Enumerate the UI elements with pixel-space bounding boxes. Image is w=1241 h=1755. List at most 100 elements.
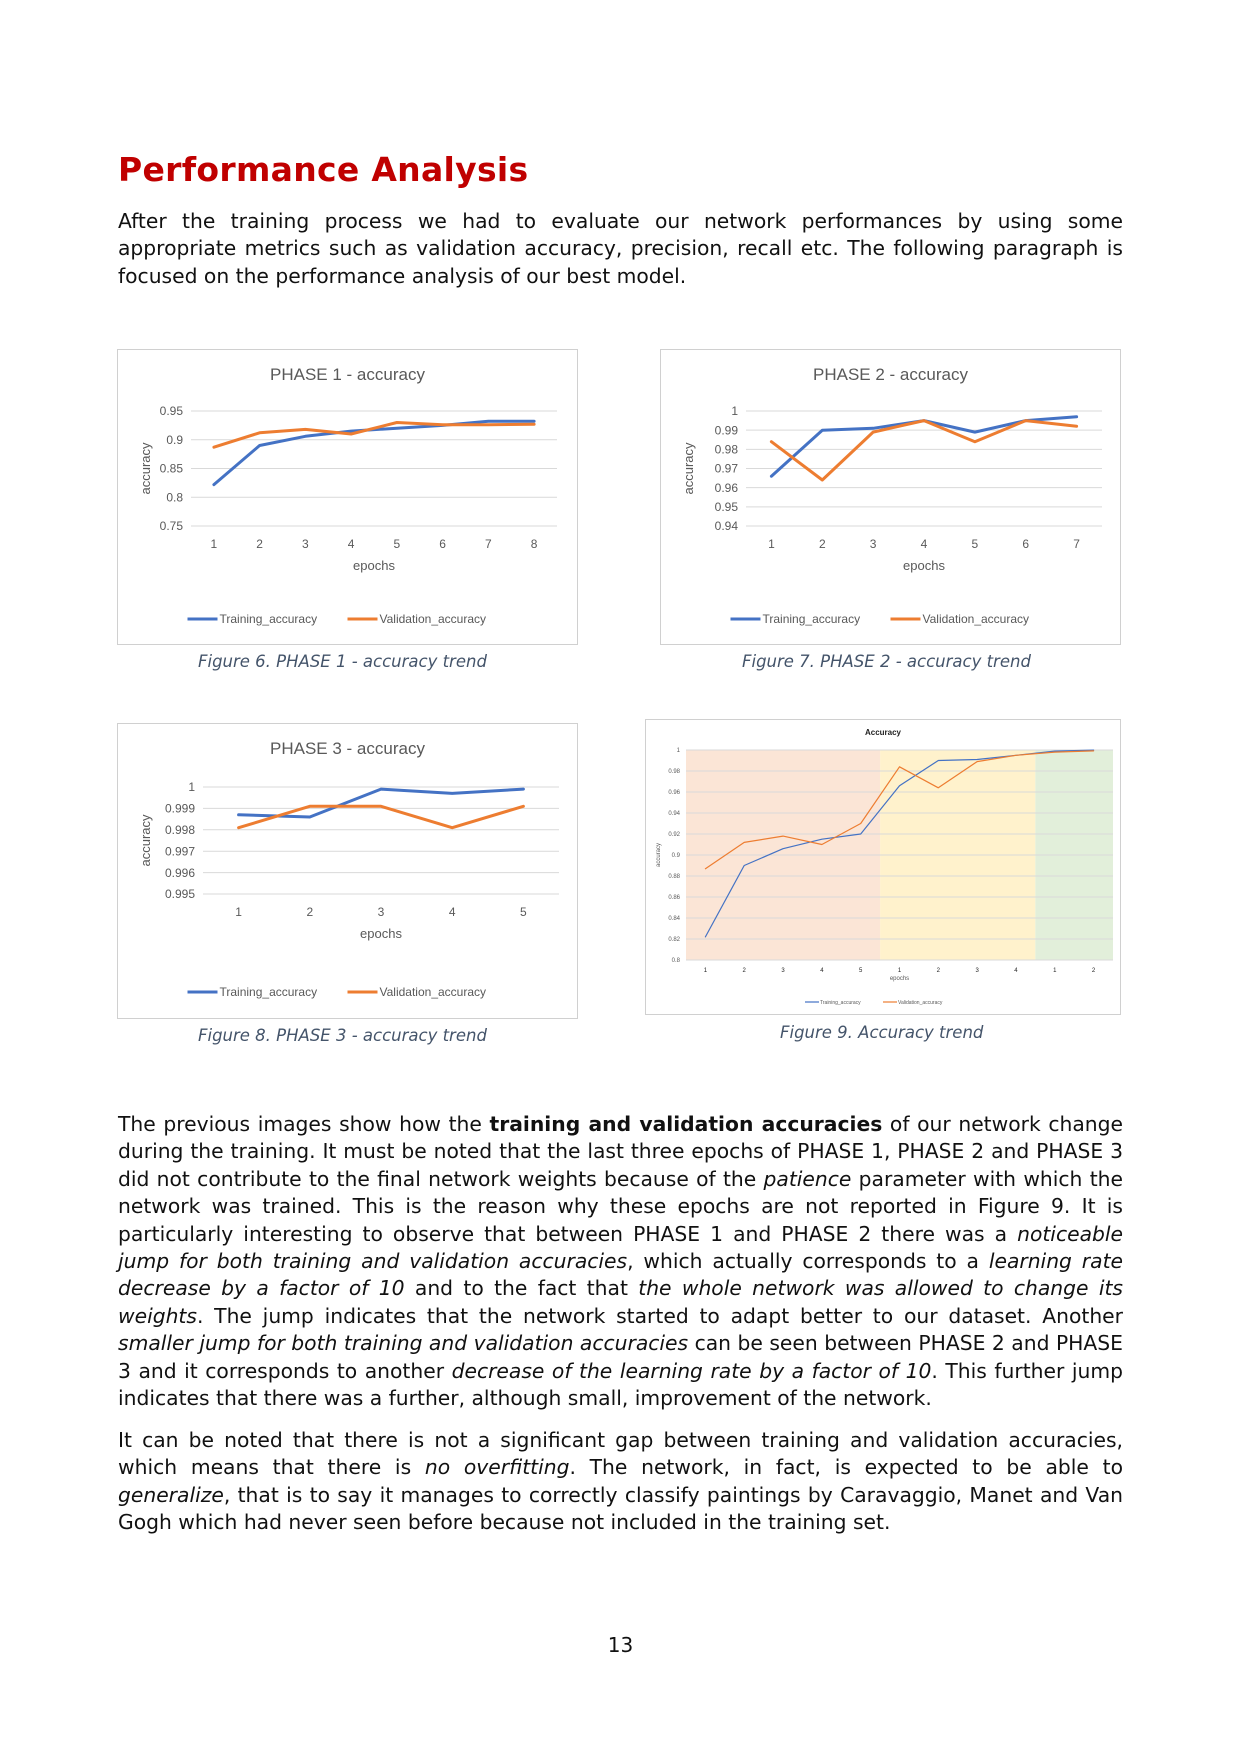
- legend-label: Validation_accuracy: [898, 1000, 943, 1006]
- y-tick-label: 0.88: [668, 874, 680, 880]
- bold-phrase: training and validation accuracies: [489, 1112, 883, 1136]
- y-tick-label: 0.94: [668, 811, 680, 817]
- x-tick-label: 2: [937, 968, 941, 974]
- chart-title: PHASE 1 - accuracy: [270, 365, 425, 384]
- legend-label: Validation_accuracy: [923, 612, 1030, 626]
- y-axis-label: accuracy: [138, 442, 153, 495]
- y-tick-label: 0.8: [672, 958, 681, 964]
- validation-accuracy-line: [237, 804, 525, 830]
- italic-phrase: no overfitting: [424, 1455, 570, 1480]
- italic-phrase: learning rate decrease by a factor of 10: [118, 1249, 1123, 1301]
- y-tick-label: 0.96: [668, 790, 680, 796]
- y-tick-label: 0.95: [715, 500, 739, 514]
- italic-phrase: patience: [763, 1166, 852, 1191]
- chart-phase2: PHASE 2 - accuracy 0.94 0.95 0.96 0.97 0.98 0.…: [660, 349, 1121, 645]
- figure-9-caption: Figure 9. Accuracy trend: [780, 1023, 984, 1042]
- y-tick-label: 0.82: [668, 937, 680, 943]
- x-tick-label: 5: [520, 905, 527, 919]
- italic-phrase: decrease of the learning rate by a facto…: [451, 1358, 932, 1383]
- text-run: . The network, in fact, is expected to b…: [569, 1455, 1123, 1480]
- y-tick-label: 0.9: [672, 853, 681, 859]
- text-run: . The jump indicates that the network st…: [196, 1303, 1123, 1328]
- text-run: parameter with which the network was tra…: [118, 1166, 1123, 1246]
- x-tick-label: 3: [975, 968, 979, 974]
- chart-phase1: PHASE 1 - accuracy 0.75 0.8 0.85 0.9 0.95 1 2 3 4…: [117, 349, 578, 645]
- y-tick-label: 0.84: [668, 916, 680, 922]
- y-tick-label: 0.8: [166, 490, 183, 504]
- training-accuracy-line: [212, 419, 536, 487]
- x-tick-label: 1: [704, 968, 708, 974]
- x-tick-label: 6: [1022, 537, 1029, 551]
- text-run: It can be noted that there is not a sign…: [118, 1428, 1123, 1480]
- validation-accuracy-line: [212, 421, 536, 449]
- x-tick-label: 5: [394, 537, 401, 551]
- y-tick-label: 0.995: [165, 887, 195, 901]
- legend-label: Training_accuracy: [820, 1000, 861, 1006]
- figure-6-caption: Figure 6. PHASE 1 - accuracy trend: [198, 652, 487, 671]
- x-tick-label: 4: [1014, 968, 1018, 974]
- x-tick-label: 2: [819, 537, 826, 551]
- y-tick-label: 0.996: [165, 866, 195, 880]
- chart-accuracy-all: Accuracy 0.8 0.82 0.84 0.86 0.88 0.9 0.92 0.94 0.…: [645, 719, 1121, 1015]
- italic-phrase: the whole network was allowed to change …: [118, 1276, 1123, 1328]
- y-tick-label: 0.997: [165, 844, 195, 858]
- y-tick-label: 0.95: [160, 404, 184, 418]
- body-paragraph-1: The previous images show how the trainin…: [118, 1111, 1123, 1412]
- y-tick-label: 0.9: [166, 433, 183, 447]
- x-tick-label: 4: [820, 968, 824, 974]
- y-tick-label: 0.99: [715, 423, 739, 437]
- chart-phase1-svg: PHASE 1 - accuracy 0.75 0.8 0.85 0.9 0.95 1 2 3 4…: [138, 365, 557, 626]
- y-tick-label: 0.85: [160, 462, 184, 476]
- text-run: , which actually corresponds to a: [627, 1249, 989, 1274]
- x-tick-label: 1: [235, 905, 242, 919]
- text-run: The previous images show how the: [118, 1112, 490, 1136]
- y-axis-label: accuracy: [138, 814, 153, 867]
- y-axis-label: accuracy: [656, 843, 662, 867]
- text-run: can be seen between PHASE 2 and PHASE 3 …: [118, 1331, 1123, 1383]
- chart-title: PHASE 3 - accuracy: [270, 739, 425, 758]
- x-tick-label: 5: [859, 968, 863, 974]
- x-tick-label: 7: [1073, 537, 1080, 551]
- x-tick-label: 1: [1053, 968, 1057, 974]
- legend-label: Training_accuracy: [763, 612, 861, 626]
- x-axis-label: epochs: [360, 926, 402, 941]
- italic-phrase: generalize: [118, 1482, 224, 1507]
- x-tick-label: 7: [485, 537, 492, 551]
- x-tick-label: 4: [348, 537, 355, 551]
- legend-label: Training_accuracy: [220, 985, 318, 999]
- chart-title: PHASE 2 - accuracy: [813, 365, 968, 384]
- x-tick-label: 2: [256, 537, 263, 551]
- x-tick-label: 1: [768, 537, 775, 551]
- text-run: , that is to say it manages to correctly…: [118, 1482, 1123, 1535]
- x-tick-label: 4: [449, 905, 456, 919]
- x-tick-label: 2: [743, 968, 747, 974]
- intro-paragraph: After the training process we had to eva…: [118, 209, 1123, 288]
- y-tick-label: 1: [677, 748, 681, 754]
- y-tick-label: 1: [731, 404, 738, 418]
- x-tick-label: 2: [306, 905, 313, 919]
- legend-label: Validation_accuracy: [380, 985, 487, 999]
- legend-label: Validation_accuracy: [380, 612, 487, 626]
- x-axis-label: epochs: [903, 558, 945, 573]
- y-tick-label: 0.92: [668, 832, 680, 838]
- y-tick-label: 0.98: [715, 443, 739, 457]
- y-tick-label: 0.75: [160, 519, 184, 533]
- x-tick-label: 8: [531, 537, 538, 551]
- y-axis-label: accuracy: [681, 442, 696, 495]
- y-tick-label: 0.98: [668, 769, 680, 775]
- x-tick-label: 2: [1092, 968, 1096, 974]
- y-tick-label: 0.86: [668, 895, 680, 901]
- y-tick-label: 0.97: [715, 462, 739, 476]
- x-tick-label: 4: [921, 537, 928, 551]
- x-axis-label: epochs: [353, 558, 395, 573]
- x-tick-label: 1: [211, 537, 218, 551]
- italic-phrase: smaller jump for both training and valid…: [118, 1331, 689, 1356]
- x-axis-label: epochs: [890, 976, 909, 982]
- training-accuracy-line: [769, 415, 1079, 478]
- chart-phase3-svg: PHASE 3 - accuracy 0.995 0.996 0.997 0.998 0.…: [138, 739, 559, 999]
- page-number: 13: [607, 1633, 634, 1657]
- chart-accuracy-all-svg: Accuracy 0.8 0.82 0.84 0.86 0.88 0.9 0.92 0.94 0.…: [656, 728, 1113, 1006]
- chart-phase2-svg: PHASE 2 - accuracy 0.94 0.95 0.96 0.97 0.98 0.…: [681, 365, 1102, 626]
- text-run: . This further jump indicates that there…: [118, 1358, 1123, 1411]
- x-tick-label: 3: [870, 537, 877, 551]
